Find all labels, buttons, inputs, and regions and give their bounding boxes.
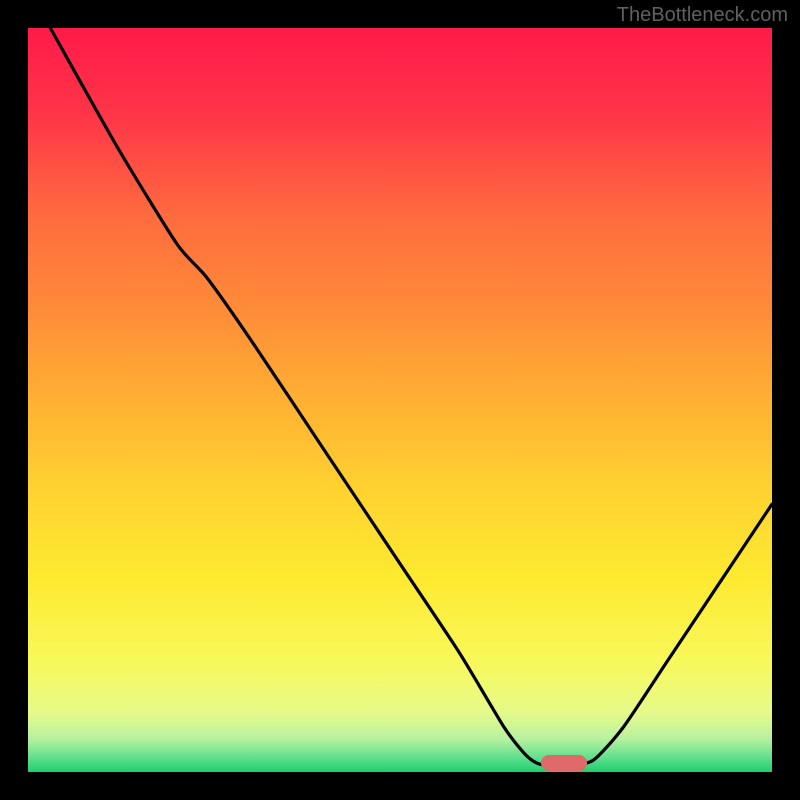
chart-line-layer [28,28,772,772]
optimal-point-marker [541,755,587,771]
bottleneck-chart [28,28,772,772]
watermark-text: TheBottleneck.com [617,4,788,27]
bottleneck-curve [50,28,772,765]
